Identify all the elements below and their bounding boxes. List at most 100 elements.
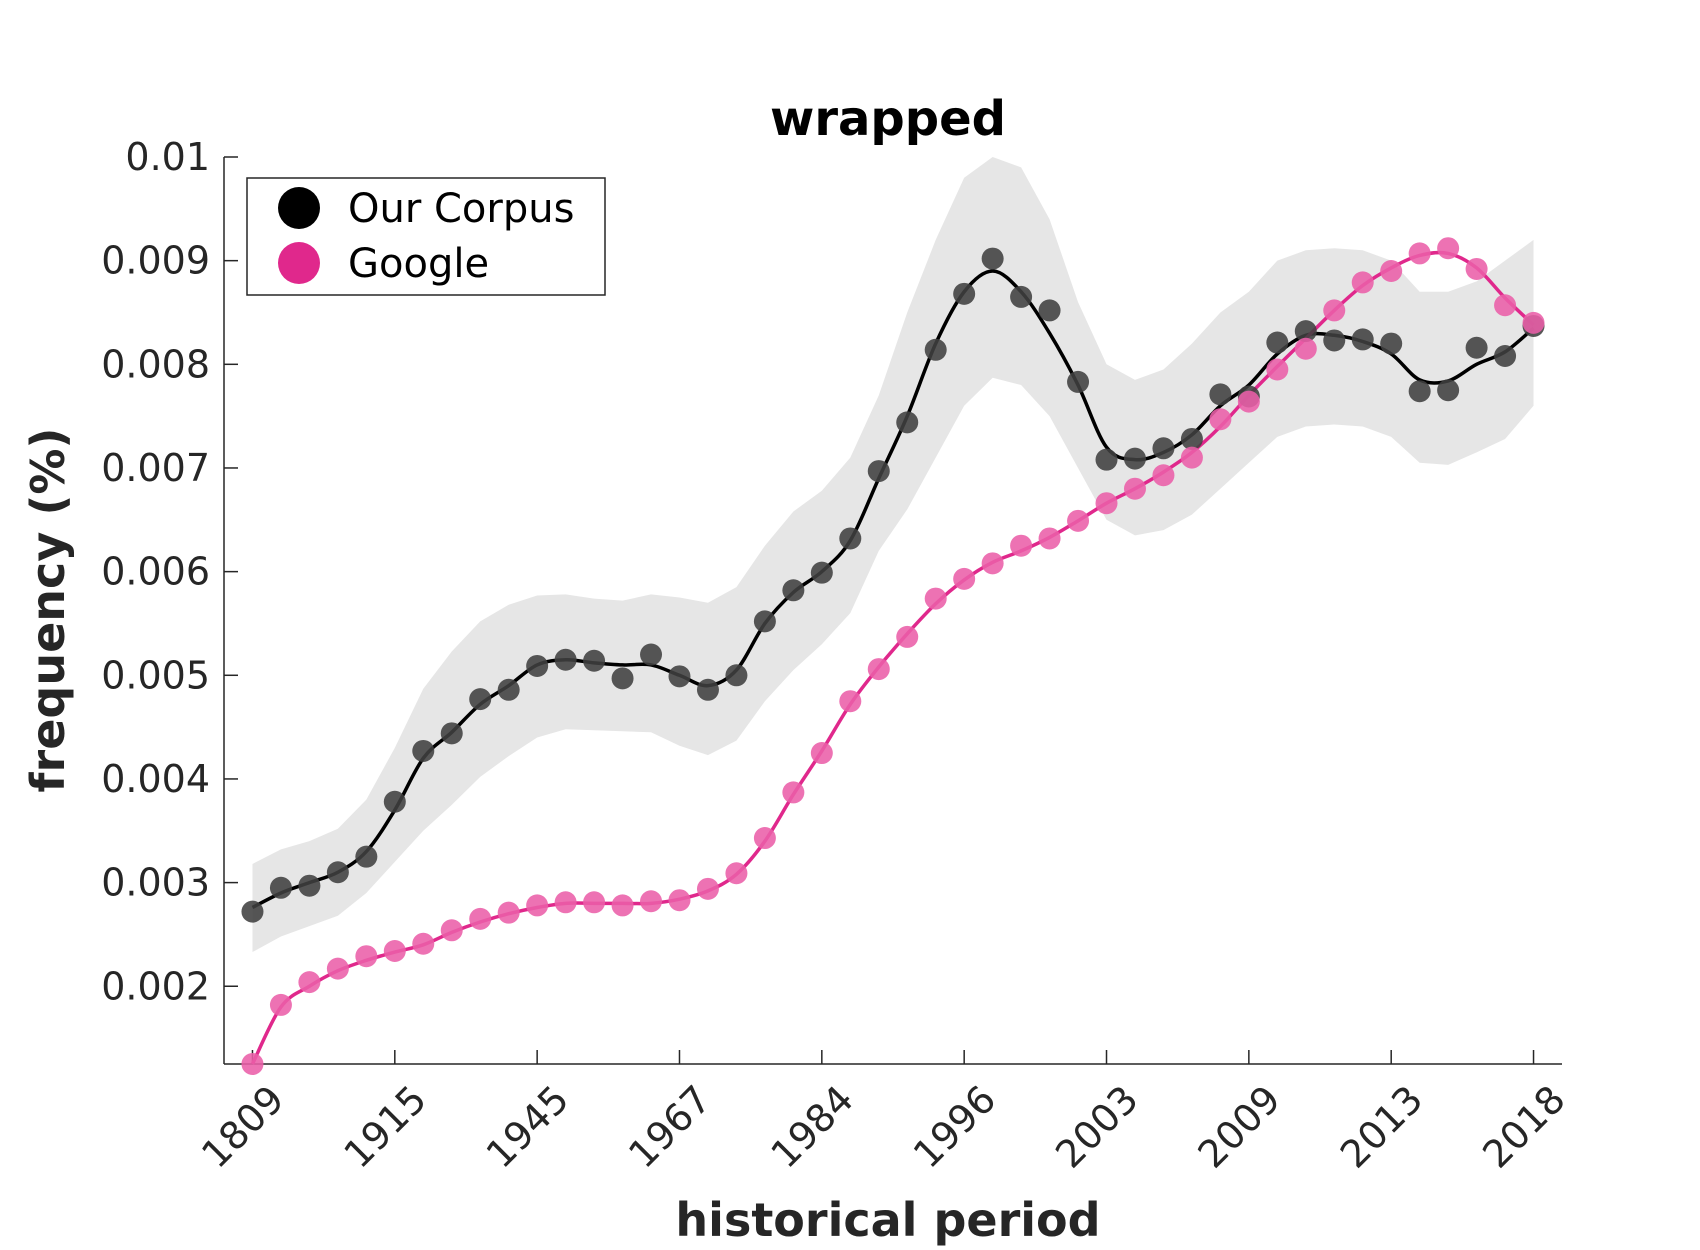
google-point [1323,299,1346,322]
our-corpus-point [1437,379,1460,402]
our-corpus-point [383,790,406,813]
x-tick-label: 1945 [478,1077,578,1177]
y-tick-label: 0.008 [101,342,210,386]
our-corpus-point [1010,285,1033,308]
y-tick-label: 0.01 [125,135,210,179]
our-corpus-point [953,282,976,305]
points-layer [241,237,1545,1075]
our-corpus-point [269,876,292,899]
google-point [1351,271,1374,294]
google-point [611,894,634,917]
our-corpus-point [326,861,349,884]
google-point [583,891,606,914]
our-corpus-point [1209,383,1232,406]
y-tick-label: 0.006 [101,550,210,594]
google-point [1237,390,1260,413]
google-point [469,907,492,930]
x-tick-label: 1996 [905,1077,1005,1177]
google-point [953,567,976,590]
legend-marker-our-corpus [278,187,320,229]
our-corpus-point [668,665,691,688]
our-corpus-point [1351,328,1374,351]
google-point [298,971,321,994]
our-corpus-point [1380,332,1403,355]
our-corpus-point [725,664,748,687]
our-corpus-point [241,900,264,923]
our-corpus-point [981,247,1004,270]
confidence-band-layer [252,157,1534,953]
google-point [1010,534,1033,557]
x-tick-label: 1967 [620,1077,720,1177]
our-corpus-point [1152,437,1175,460]
our-corpus-point [355,845,378,868]
google-point [725,862,748,885]
google-point [269,993,292,1016]
our-corpus-point [1095,448,1118,471]
x-tick-label: 2013 [1332,1077,1432,1177]
our-corpus-point [1323,329,1346,352]
our-corpus-point [924,338,947,361]
google-point [1038,527,1061,550]
google-point [1408,242,1431,265]
y-tick-label: 0.009 [101,239,210,283]
x-tick-label: 2003 [1047,1077,1147,1177]
google-point [526,894,549,917]
google-point [924,587,947,610]
legend-label-our-corpus: Our Corpus [348,186,574,232]
google-point [810,742,833,765]
y-tick-label: 0.005 [101,653,210,697]
our-corpus-point [896,411,919,434]
google-point [1294,337,1317,360]
google-point [241,1053,264,1075]
google-point [1522,311,1545,334]
x-tick-label: 1809 [193,1077,293,1177]
our-corpus-point [1494,345,1517,368]
google-point [867,658,890,681]
our-corpus-point [1294,320,1317,343]
our-corpus-point [469,688,492,711]
google-point [696,877,719,900]
our-corpus-point [810,561,833,584]
x-tick-label: 2018 [1474,1077,1574,1177]
our-corpus-point [583,649,606,672]
google-point [554,891,577,914]
our-corpus-point [782,579,805,602]
google-point [1494,294,1517,317]
google-point [668,889,691,912]
our-corpus-trend-line [251,269,1535,910]
our-corpus-point [526,654,549,677]
google-point [412,932,435,955]
google-point [1465,257,1488,280]
y-axis-label: frequency (%) [21,428,75,793]
our-corpus-point [1266,331,1289,354]
google-point [1180,446,1203,469]
our-corpus-point [1038,299,1061,322]
our-corpus-point [640,643,663,666]
lines-layer [250,250,1535,1065]
google-point [1380,260,1403,283]
google-point [640,890,663,913]
our-corpus-point [867,460,890,483]
legend-label-google: Google [348,241,489,287]
our-corpus-point [753,610,776,633]
our-corpus-point [696,678,719,701]
y-tick-label: 0.003 [101,861,210,905]
our-corpus-point [1408,380,1431,403]
legend-marker-google [278,242,320,284]
y-tick-label: 0.004 [101,757,210,801]
google-point [355,945,378,968]
y-tick-label: 0.007 [101,446,210,490]
google-point [1123,477,1146,500]
google-point [383,940,406,963]
our-corpus-point [497,678,520,701]
our-corpus-point [298,874,321,897]
google-point [981,552,1004,575]
our-corpus-point [440,722,463,745]
chart-title: wrapped [770,91,1006,147]
google-point [440,919,463,942]
google-point [1067,509,1090,532]
x-axis-label: historical period [675,1193,1100,1246]
our-corpus-point [1123,447,1146,470]
